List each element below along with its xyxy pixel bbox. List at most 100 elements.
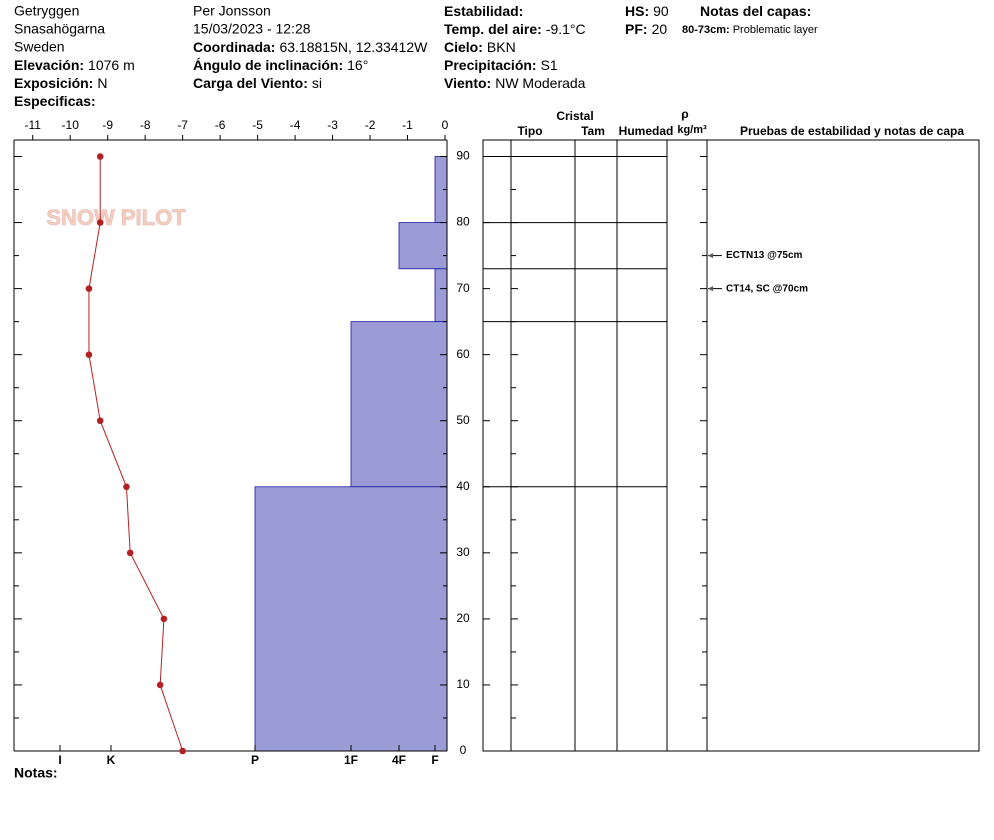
layer-note-label: 80-73cm: <box>682 24 730 36</box>
layer-note-value: Problematic layer <box>733 24 818 36</box>
field-value: 90 <box>653 3 669 19</box>
temp-point <box>85 285 93 292</box>
field-label: Exposición: <box>14 75 93 91</box>
header-field: PF: 20 <box>625 21 667 37</box>
field-value: 16° <box>347 57 368 73</box>
temp-point <box>156 681 164 689</box>
temp-point <box>179 747 186 755</box>
temp-point <box>96 219 104 226</box>
header-field: Precipitación: S1 <box>444 57 558 73</box>
field-label: Especificas: <box>14 93 96 109</box>
hardness-tick-label: 4F <box>392 753 406 767</box>
header-line: Getryggen <box>14 3 79 19</box>
layer <box>434 268 448 323</box>
temp-point <box>96 417 104 425</box>
header-field: Estabilidad: <box>444 3 523 19</box>
hardness-tick-label: K <box>107 753 116 767</box>
depth-tick-label: 60 <box>456 347 470 361</box>
depth-tick-label: 90 <box>456 149 470 163</box>
layer-note: 80-73cm: Problematic layer <box>682 24 818 36</box>
temp-tick-label: -10 <box>62 118 80 132</box>
temp-tick-label: -11 <box>25 118 42 132</box>
field-value: 1076 m <box>88 57 135 73</box>
field-value: S1 <box>541 57 558 73</box>
temp-tick-label: -9 <box>102 118 113 132</box>
table-header: Pruebas de estabilidad y notas de capa <box>740 124 964 138</box>
field-value: 63.18815N, 12.33412W <box>279 39 428 55</box>
test-arrowhead <box>708 253 713 259</box>
field-label: Cielo: <box>444 39 483 55</box>
depth-tick-label: 50 <box>456 413 470 427</box>
depth-tick-label: 80 <box>456 215 470 229</box>
header-line: Snasahögarna <box>14 21 105 37</box>
field-value: BKN <box>487 39 516 55</box>
temp-tick-label: 0 <box>442 118 449 132</box>
temp-point <box>123 483 130 491</box>
depth-tick-label: 40 <box>456 479 470 493</box>
temp-point <box>96 153 104 160</box>
field-label: Coordinada: <box>193 39 275 55</box>
table-frame <box>482 139 980 752</box>
header-field: Ángulo de inclinación: 16° <box>193 57 368 73</box>
field-label: Notas del capas: <box>700 3 811 19</box>
field-label: Viento: <box>444 75 491 91</box>
temp-tick-label: -2 <box>365 118 376 132</box>
temp-tick-label: -4 <box>290 118 301 132</box>
hardness-tick-label: F <box>431 753 438 767</box>
table-header: Cristal <box>556 109 593 123</box>
field-label: Estabilidad: <box>444 3 523 19</box>
depth-tick-label: 10 <box>456 677 470 691</box>
hardness-tick-label: 1F <box>344 753 358 767</box>
temp-point <box>85 351 93 358</box>
test-arrowhead <box>708 286 713 292</box>
field-label: Temp. del aire: <box>444 21 542 37</box>
temp-tick-label: -6 <box>215 118 226 132</box>
header-field: Temp. del aire: -9.1°C <box>444 21 586 37</box>
hardness-tick-label: I <box>58 753 61 767</box>
header-field: Notas del capas: <box>700 3 811 19</box>
temp-tick-label: -8 <box>140 118 151 132</box>
notes-label: Notas: <box>14 765 58 781</box>
temp-line <box>88 156 184 752</box>
header-line: Sweden <box>14 39 65 55</box>
depth-tick-label: 30 <box>456 545 470 559</box>
field-value: si <box>312 75 322 91</box>
field-label: Ángulo de inclinación: <box>193 57 343 73</box>
field-label: Carga del Viento: <box>193 75 308 91</box>
header-field: Cielo: BKN <box>444 39 516 55</box>
temp-tick-label: -1 <box>402 118 413 132</box>
field-label: Elevación: <box>14 57 84 73</box>
header-field: Exposición: N <box>14 75 107 91</box>
table-header: Tipo <box>517 124 542 138</box>
logo: SNOW PILOT <box>46 205 186 230</box>
test-label: CT14, SC @70cm <box>726 283 808 294</box>
depth-tick-label: 0 <box>460 743 467 757</box>
temp-point <box>160 615 168 623</box>
temp-point <box>126 549 134 557</box>
header-field: Carga del Viento: si <box>193 75 322 91</box>
header-field: Elevación: 1076 m <box>14 57 135 73</box>
depth-tick-label: 70 <box>456 281 470 295</box>
header-line: 15/03/2023 - 12:28 <box>193 21 311 37</box>
table-header: Tam <box>581 124 605 138</box>
table-header: kg/m³ <box>677 124 707 136</box>
layer <box>398 222 448 270</box>
temp-tick-label: -3 <box>327 118 338 132</box>
header-field: Coordinada: 63.18815N, 12.33412W <box>193 39 428 55</box>
field-value: -9.1°C <box>546 21 586 37</box>
field-label: PF: <box>625 21 648 37</box>
table-header: Humedad <box>619 124 674 138</box>
header-field: Viento: NW Moderada <box>444 75 586 91</box>
layer <box>254 486 448 752</box>
table-header: ρ <box>681 107 688 121</box>
header-line: Per Jonsson <box>193 3 271 19</box>
field-value: NW Moderada <box>495 75 585 91</box>
header-field: Especificas: <box>14 93 96 109</box>
depth-tick-label: 20 <box>456 611 470 625</box>
field-value: N <box>97 75 107 91</box>
hardness-tick-label: P <box>251 753 259 767</box>
field-label: HS: <box>625 3 649 19</box>
temp-tick-label: -5 <box>252 118 263 132</box>
header-field: HS: 90 <box>625 3 669 19</box>
